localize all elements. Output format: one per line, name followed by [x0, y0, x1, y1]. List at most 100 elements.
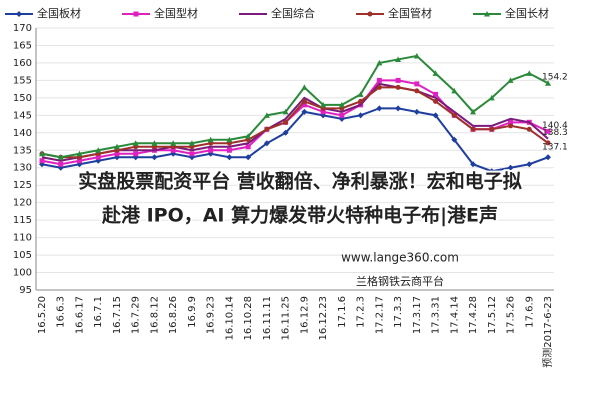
- x-tick-label: 16.8.12: [149, 296, 160, 334]
- y-tick-label: 110: [13, 233, 32, 244]
- x-tick-label: 17.3.17: [412, 296, 423, 334]
- end-label: 138.3: [542, 128, 568, 138]
- marker: [301, 102, 307, 108]
- marker: [526, 161, 533, 168]
- marker: [95, 154, 101, 160]
- y-tick-label: 155: [13, 75, 32, 86]
- x-tick-label: 17.2.3: [356, 296, 367, 328]
- marker: [358, 98, 364, 104]
- headline: 实盘股票配资平台 营收翻倍、净利暴涨！宏和电子拟: [78, 170, 522, 193]
- marker: [395, 77, 401, 83]
- marker: [451, 87, 458, 94]
- marker: [76, 158, 82, 164]
- marker: [263, 140, 270, 147]
- x-tick-label: 16.11.25: [281, 296, 292, 341]
- y-tick-label: 140: [13, 128, 32, 139]
- y-tick-label: 125: [13, 180, 32, 191]
- marker: [133, 151, 139, 157]
- marker: [39, 150, 45, 157]
- marker: [376, 77, 382, 83]
- series-line: [41, 54, 549, 159]
- marker: [414, 81, 420, 87]
- marker: [151, 154, 158, 161]
- x-tick-label: 16.7.29: [131, 296, 142, 334]
- marker: [170, 147, 176, 153]
- x-tick-label: 16.12.9: [299, 296, 310, 334]
- marker: [170, 140, 177, 146]
- legend-label: 全国长材: [505, 6, 549, 20]
- plot-area: 95 100 105 110 115 120 125 130 135 140 145 150 155 16…: [13, 23, 568, 368]
- y-tick-label: 100: [13, 268, 32, 279]
- y-tick-label: 150: [13, 93, 32, 104]
- marker: [320, 109, 326, 115]
- marker: [470, 126, 476, 132]
- marker: [451, 136, 458, 143]
- marker: [488, 168, 495, 175]
- y-tick-label: 115: [13, 215, 32, 226]
- x-tick-label: 16.11.11: [262, 296, 273, 341]
- series-line: [41, 107, 549, 173]
- marker: [357, 112, 364, 119]
- marker: [57, 154, 64, 160]
- marker: [58, 161, 64, 167]
- marker: [508, 119, 514, 125]
- x-tick-label: 16.9.9: [187, 296, 198, 328]
- marker: [413, 108, 420, 115]
- x-tick-label: 16.10.28: [243, 296, 254, 341]
- marker: [395, 56, 402, 62]
- y-tick-label: 170: [13, 23, 32, 34]
- x-tick-label: 16.7.1: [93, 296, 104, 328]
- marker: [433, 91, 439, 97]
- marker: [545, 128, 551, 134]
- end-label: 137.1: [542, 142, 568, 152]
- marker: [95, 147, 102, 153]
- marker: [245, 133, 252, 139]
- marker: [414, 88, 420, 94]
- marker: [545, 140, 551, 146]
- legend-label: 全国综合: [271, 6, 315, 20]
- marker: [226, 147, 232, 153]
- marker: [245, 154, 252, 161]
- marker: [376, 84, 382, 90]
- marker: [338, 101, 345, 108]
- legend-label: 全国管材: [388, 6, 432, 20]
- marker: [357, 91, 364, 97]
- marker: [301, 84, 308, 90]
- marker: [545, 80, 551, 86]
- marker: [507, 164, 514, 171]
- marker: [16, 11, 22, 17]
- marker: [207, 136, 214, 143]
- marker: [413, 52, 420, 59]
- marker: [470, 161, 477, 168]
- y-tick-label: 120: [13, 198, 32, 209]
- marker: [488, 94, 495, 101]
- legend-label: 全国板材: [37, 6, 81, 20]
- marker: [114, 151, 120, 157]
- y-tick-label: 135: [13, 145, 32, 156]
- marker: [470, 108, 477, 115]
- marker: [451, 112, 457, 118]
- x-tick-label: 17.4.28: [468, 296, 479, 334]
- marker: [39, 158, 45, 164]
- marker: [282, 129, 289, 136]
- marker: [282, 108, 289, 115]
- x-tick-label: 16.9.23: [206, 296, 217, 334]
- marker: [508, 123, 514, 129]
- x-tick-label: 16.5.20: [37, 296, 48, 334]
- marker: [433, 98, 439, 104]
- marker: [132, 140, 139, 146]
- marker: [376, 59, 383, 66]
- marker: [189, 151, 195, 157]
- end-label: 140.4: [542, 121, 568, 131]
- y-tick-label: 160: [13, 58, 32, 69]
- marker: [395, 84, 401, 90]
- marker: [545, 154, 551, 161]
- marker: [395, 105, 402, 112]
- x-tick-label: 预测2017-6-23: [541, 296, 554, 368]
- x-tick-label: 17.5.26: [506, 296, 517, 334]
- series-line: [41, 86, 549, 159]
- x-tick-label: 16.6.17: [74, 296, 85, 334]
- series-line: [41, 82, 549, 162]
- x-tick-label: 17.3.3: [393, 296, 404, 328]
